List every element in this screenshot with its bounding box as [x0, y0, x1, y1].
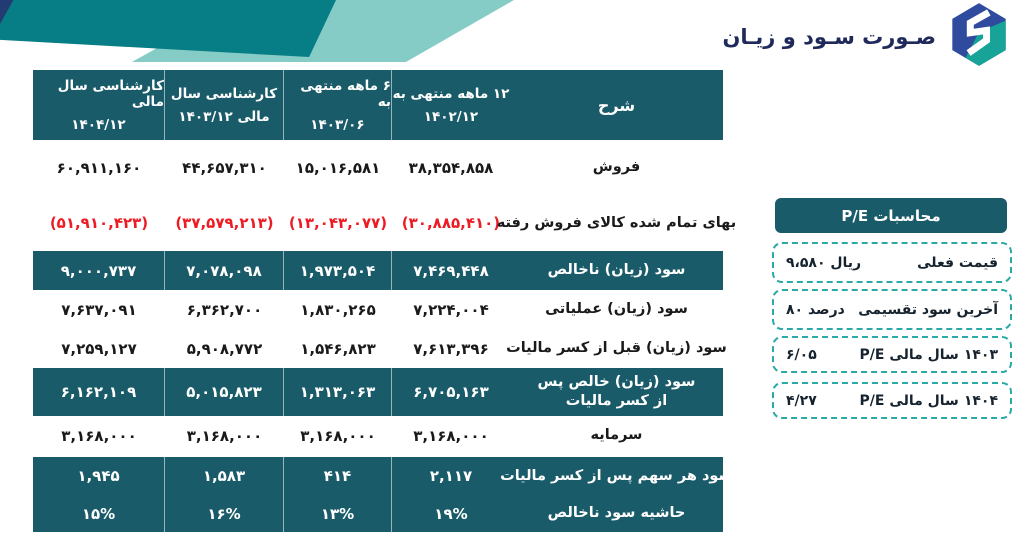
cell-12mo: (۳۰,۸۸۵,۴۱۰)	[401, 214, 501, 232]
column-header-6mo: ۶ ماهه منتهی به ۱۴۰۳/۰۶	[284, 70, 392, 140]
cell-est-1403: ۶,۳۶۲,۷۰۰	[186, 300, 263, 319]
cell-est-1403: ۱۶%	[165, 495, 284, 532]
cell-12mo: ۳,۱۶۸,۰۰۰	[413, 426, 489, 445]
cell-12mo: ۲,۱۱۷	[429, 467, 473, 485]
pe-value: ۶/۰۵	[786, 346, 817, 363]
header-line2: ۱۴۰۲/۱۲	[423, 108, 479, 125]
cell-est-1404: ۳,۱۶۸,۰۰۰	[61, 426, 137, 445]
cell-est-1404: ۷,۲۵۹,۱۲۷	[61, 339, 137, 358]
pe-label-mid: سال مالی	[889, 346, 959, 363]
cell-6mo: ۳,۱۶۸,۰۰۰	[300, 426, 376, 445]
cell-est-1404: ۷,۶۳۷,۰۹۱	[61, 300, 137, 319]
pe-label: قیمت فعلی	[917, 254, 998, 271]
header-line1: کارشناسی سال	[170, 85, 278, 102]
pe-label-year: ۱۴۰۳	[963, 346, 998, 363]
column-header-est-1403: کارشناسی سال مالی ۱۴۰۳/۱۲	[165, 70, 284, 140]
pe-label-prefix: P/E	[859, 392, 885, 409]
cell-6mo: ۱,۸۳۰,۲۶۵	[300, 300, 376, 319]
pe-value: ۸۰ درصد	[786, 301, 845, 318]
header-line1: کارشناسی سال مالی	[57, 77, 164, 110]
table-row-net-profit-after-tax: ۶,۱۶۲,۱۰۹ ۵,۰۱۵,۸۲۳ ۱,۳۱۳,۰۶۳ ۶,۷۰۵,۱۶۳ …	[33, 368, 723, 416]
header-line2: مالی ۱۴۰۳/۱۲	[178, 108, 270, 125]
cell-est-1404: ۱,۹۴۵	[33, 457, 165, 495]
header-line2: ۱۴۰۴/۱۲	[71, 116, 126, 133]
table-row-gross-profit: ۹,۰۰۰,۷۳۷ ۷,۰۷۸,۰۹۸ ۱,۹۷۳,۵۰۴ ۷,۴۶۹,۴۴۸ …	[33, 251, 723, 290]
pe-box-current-price: قیمت فعلی ۹،۵۸۰ ریال	[772, 242, 1012, 283]
row-label: سود (زیان) خالص پس از کسر مالیات	[537, 374, 696, 409]
pe-value: ۴/۲۷	[786, 392, 817, 409]
table-row-capital: ۳,۱۶۸,۰۰۰ ۳,۱۶۸,۰۰۰ ۳,۱۶۸,۰۰۰ ۳,۱۶۸,۰۰۰ …	[33, 416, 723, 455]
cell-6mo: (۱۳,۰۴۳,۰۷۷)	[288, 214, 388, 232]
cell-12mo: ۷,۴۶۹,۴۴۸	[413, 261, 489, 280]
page-title: صـورت سـود و زیـان	[722, 25, 936, 49]
table-row-gross-margin: ۱۵% ۱۶% ۱۳% ۱۹% حاشیه سود ناخالص	[33, 495, 723, 532]
pe-label-prefix: P/E	[859, 346, 885, 363]
pe-box-last-dividend: آخرین سود تقسیمی ۸۰ درصد	[772, 289, 1012, 330]
financial-table: کارشناسی سال مالی ۱۴۰۴/۱۲ کارشناسی سال م…	[33, 70, 737, 532]
cell-est-1403: (۳۷,۵۷۹,۲۱۳)	[175, 214, 274, 232]
header-line2: ۱۴۰۳/۰۶	[310, 116, 365, 133]
cell-est-1403: ۵,۹۰۸,۷۷۲	[186, 339, 263, 358]
cell-12mo: ۶,۷۰۵,۱۶۳	[413, 383, 489, 401]
cell-6mo: ۱۳%	[284, 495, 392, 532]
cell-12mo: ۷,۶۱۳,۳۹۶	[413, 339, 489, 358]
cell-6mo: ۴۱۴	[284, 457, 392, 495]
pe-calculations-header: محاسبات P/E	[775, 198, 1007, 233]
pe-label-year: ۱۴۰۴	[963, 392, 998, 409]
row-label: فروش	[592, 159, 641, 176]
row-label: سرمایه	[590, 427, 643, 444]
row-label: سود هر سهم پس از کسر مالیات	[500, 467, 733, 484]
row-label: بهای تمام شده کالای فروش رفته	[496, 214, 737, 231]
pe-box-pe-1403: P/E سال مالی ۱۴۰۳ ۶/۰۵	[772, 336, 1012, 373]
pe-value: ۹،۵۸۰ ریال	[786, 254, 862, 271]
table-row-operating-profit: ۷,۶۳۷,۰۹۱ ۶,۳۶۲,۷۰۰ ۱,۸۳۰,۲۶۵ ۷,۲۲۴,۰۰۴ …	[33, 290, 723, 329]
cell-12mo: ۷,۲۲۴,۰۰۴	[413, 300, 489, 319]
row-label: سود (زیان) ناخالص	[547, 262, 686, 279]
cell-6mo: ۱۵,۰۱۶,۵۸۱	[295, 158, 381, 177]
cell-est-1404: ۶,۱۶۲,۱۰۹	[33, 368, 165, 416]
row-label: سود (زیان) قبل از کسر مالیات	[506, 340, 727, 357]
cell-est-1404: ۹,۰۰۰,۷۳۷	[33, 251, 165, 290]
pe-label: P/E سال مالی ۱۴۰۳	[859, 347, 998, 363]
cell-est-1403: ۵,۰۱۵,۸۲۳	[165, 368, 284, 416]
table-summary-block: ۱,۹۴۵ ۱,۵۸۳ ۴۱۴ ۲,۱۱۷ سود هر سهم پس از ک…	[33, 457, 733, 532]
cell-est-1403: ۷,۰۷۸,۰۹۸	[165, 251, 284, 290]
pe-box-pe-1404: P/E سال مالی ۱۴۰۴ ۴/۲۷	[772, 382, 1012, 419]
cell-6mo: ۱,۳۱۳,۰۶۳	[284, 368, 392, 416]
table-row-cogs: (۵۱,۹۱۰,۴۲۳) (۳۷,۵۷۹,۲۱۳) (۱۳,۰۴۳,۰۷۷) (…	[33, 195, 737, 251]
cell-est-1404: ۱۵%	[33, 495, 165, 532]
column-header-12mo: ۱۲ ماهه منتهی به ۱۴۰۲/۱۲	[392, 70, 510, 140]
column-header-description: شرح	[597, 95, 636, 115]
banner-dark-teal-shape	[0, 0, 336, 57]
cell-6mo: ۱,۹۷۳,۵۰۴	[284, 251, 392, 290]
table-row-profit-before-tax: ۷,۲۵۹,۱۲۷ ۵,۹۰۸,۷۷۲ ۱,۵۴۶,۸۲۳ ۷,۶۱۳,۳۹۶ …	[33, 329, 727, 368]
row-label: حاشیه سود ناخالص	[547, 505, 686, 522]
cell-est-1403: ۳,۱۶۸,۰۰۰	[186, 426, 263, 445]
cell-est-1403: ۱,۵۸۳	[165, 457, 284, 495]
table-header-row: کارشناسی سال مالی ۱۴۰۴/۱۲ کارشناسی سال م…	[33, 70, 723, 140]
table-row-eps-after-tax: ۱,۹۴۵ ۱,۵۸۳ ۴۱۴ ۲,۱۱۷ سود هر سهم پس از ک…	[33, 457, 733, 495]
pe-label: آخرین سود تقسیمی	[858, 301, 998, 318]
pe-label: P/E سال مالی ۱۴۰۴	[859, 393, 998, 409]
column-header-est-1404: کارشناسی سال مالی ۱۴۰۴/۱۲	[33, 70, 165, 140]
cell-6mo: ۱,۵۴۶,۸۲۳	[300, 339, 376, 358]
header-line1: ۱۲ ماهه منتهی به	[392, 85, 510, 102]
hexagon-logo-icon	[952, 3, 1006, 66]
header-line1: ۶ ماهه منتهی به	[300, 77, 391, 110]
cell-est-1404: (۵۱,۹۱۰,۴۲۳)	[49, 214, 149, 232]
row-label: سود (زیان) عملیاتی	[545, 301, 688, 318]
table-row-sales: ۶۰,۹۱۱,۱۶۰ ۴۴,۶۵۷,۳۱۰ ۱۵,۰۱۶,۵۸۱ ۳۸,۳۵۴,…	[33, 140, 723, 195]
cell-12mo: ۳۸,۳۵۴,۸۵۸	[408, 158, 494, 177]
cell-est-1404: ۶۰,۹۱۱,۱۶۰	[56, 158, 142, 177]
cell-12mo: ۱۹%	[434, 504, 468, 523]
pe-label-mid: سال مالی	[889, 392, 959, 409]
cell-est-1403: ۴۴,۶۵۷,۳۱۰	[182, 158, 267, 177]
